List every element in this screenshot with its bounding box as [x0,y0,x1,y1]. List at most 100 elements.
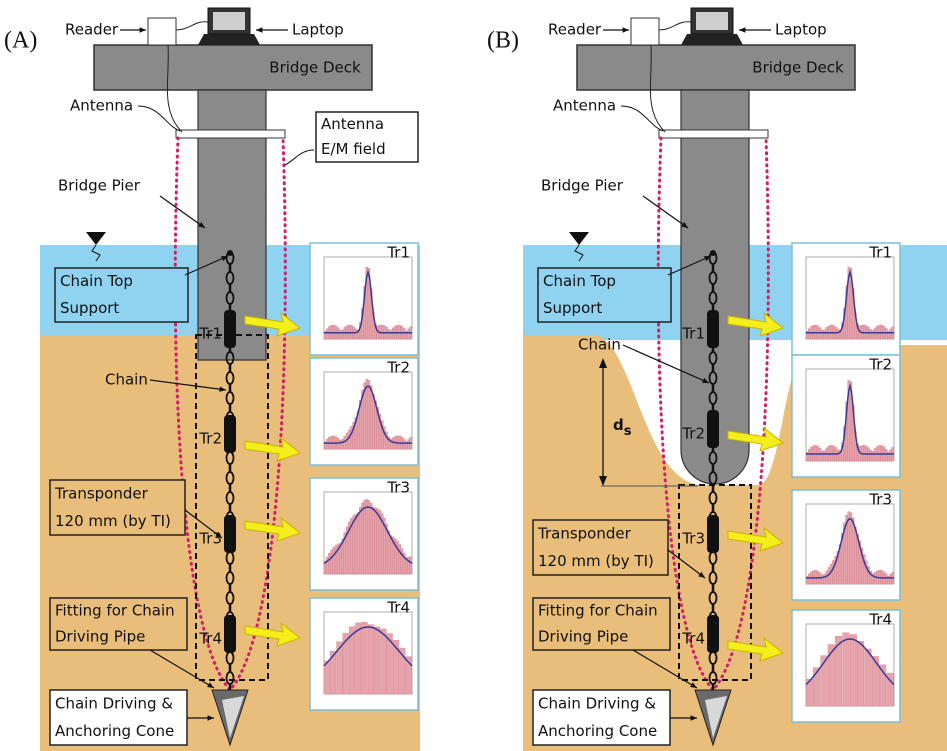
transponder [224,310,236,348]
cone-label: Anchoring Cone [55,722,174,740]
plot-bar [808,574,810,584]
transponder [224,615,236,653]
field-label: Antenna [321,115,384,133]
plot-label: Tr4 [868,611,892,629]
plot-bar [821,451,823,461]
page: {"panels":[ {"label":"(A)","reader":"Rea… [0,0,947,751]
transponder [224,415,236,453]
plot-bar [350,426,352,449]
plot-bar [366,499,368,574]
plot-bar [355,329,357,339]
plot-bar [874,449,876,461]
plot-bar [401,548,403,574]
antenna-plate [176,130,285,138]
fitting-label: Driving Pipe [538,628,628,646]
laptop-base [198,34,260,45]
deck-label: Bridge Deck [269,59,361,77]
cone-label: Anchoring Cone [538,722,657,740]
plot-bar [333,325,335,339]
plot-bar [390,536,392,574]
transponder-tag: Tr2 [681,425,705,443]
plot-bar [348,325,350,339]
transponder [707,410,719,448]
water-level [569,232,589,245]
plot-bar [326,557,328,574]
support-label: Chain Top [60,272,133,290]
plot-bar [890,574,892,584]
chain-label: Chain [578,336,621,354]
transponder [707,310,719,348]
pier-label: Bridge Pier [58,177,141,195]
plot-bar [390,330,392,339]
pointer-head [739,27,745,32]
antenna-plate [659,130,768,138]
plot-bar [885,574,887,584]
plot-bar [852,518,854,584]
plot-bar [368,500,370,574]
plot-bar [808,329,810,339]
plot-bar [828,645,835,706]
plot-bar [848,512,850,584]
plot-bar [362,622,368,694]
pointer-line [138,106,180,131]
plot-bar [370,386,372,449]
plot-bar [339,330,341,339]
plot-bar [879,445,881,461]
plot-bar [865,649,872,706]
transponder-label: 120 mm (by TI) [538,552,654,570]
plot-bar [824,574,826,584]
plot-bar [857,641,864,706]
plot-bar [342,330,344,339]
pointer-line [285,150,314,165]
plot-bar [342,439,344,449]
transponder-label: 120 mm (by TI) [55,512,171,530]
plot-bar [821,330,823,339]
scour-symbol: d [613,416,624,434]
panel-label: (A) [4,28,37,54]
plot-bar [331,550,333,574]
transponder-tag: Tr1 [198,325,222,343]
laptop-display [213,12,245,30]
plot-bar [830,325,832,339]
plot-bar [890,450,892,461]
plot-bar [872,451,874,461]
fitting-label: Fitting for Chain [538,602,658,620]
plot-bar [388,329,390,339]
plot-bar [374,627,380,694]
plot-bar [863,445,865,461]
scour-subscript: s [624,424,632,439]
transponder-tag: Tr4 [681,630,705,648]
plot-bar [339,440,341,449]
plot-bar [355,623,361,694]
plot-bar [355,514,357,574]
fitting-label: Fitting for Chain [55,602,175,620]
plot-bar [885,328,887,339]
plot-bar [326,329,328,339]
plot-bar [837,450,839,461]
plot-bar [821,575,823,584]
cone-label: Chain Driving & [55,694,173,712]
plot-bar [408,440,410,449]
transponder [224,515,236,553]
reader-box [631,18,659,45]
plot-bar [872,330,874,339]
fitting-label: Driving Pipe [55,628,145,646]
plot-bar [815,325,817,339]
plot-bar [881,446,883,461]
plot-bar [870,450,872,461]
plot-bar [344,436,346,449]
plot-bar [372,507,374,574]
transponder-tag: Tr3 [681,530,705,548]
plot-label: Tr1 [386,244,410,262]
plot-bar [359,507,361,574]
plot-bar [824,451,826,461]
transponder [707,515,719,553]
pointer-head [256,27,262,32]
plot-bar [397,541,399,574]
plot-bar [399,545,401,574]
pointer-head [623,27,629,32]
support-label: Support [60,299,119,317]
plot-bar [357,512,359,574]
plot-bar [328,553,330,574]
laptop-base [681,34,743,45]
